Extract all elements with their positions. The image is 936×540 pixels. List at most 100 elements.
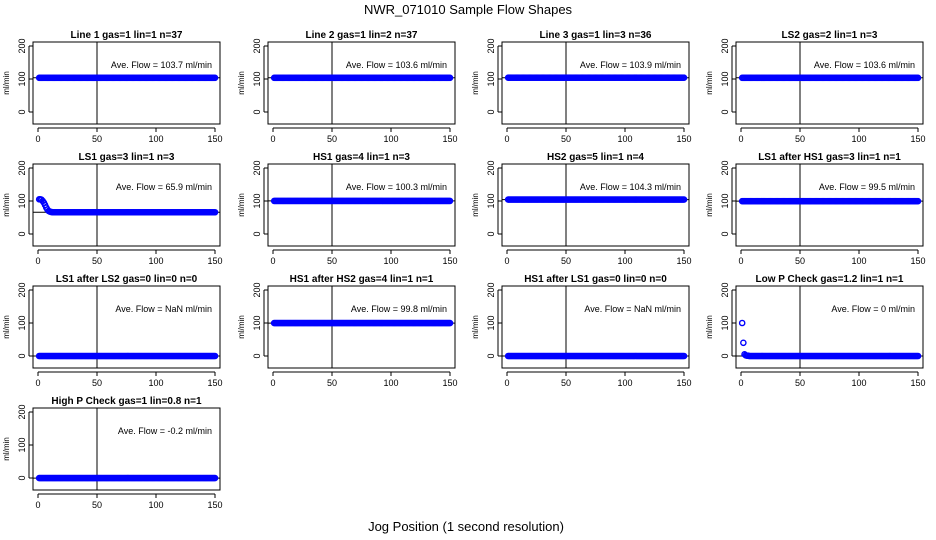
panel-title: High P Check gas=1 lin=0.8 n=1: [51, 396, 202, 407]
x-tick-label: 50: [795, 134, 805, 144]
y-tick-label: 200: [720, 38, 730, 53]
panel-11: HS1 after LS1 gas=0 lin=0 n=0 0 100 200 ml/m…: [471, 274, 692, 388]
average-flow-annotation: Ave. Flow = -0.2 ml/min: [118, 426, 212, 436]
y-axis-label: ml/min: [471, 315, 480, 339]
panel-2: Line 2 gas=1 lin=2 n=37 0 100 200 ml/min 0 50 1…: [237, 30, 458, 144]
average-flow-annotation: Ave. Flow = NaN ml/min: [584, 304, 681, 314]
panel-8: LS1 after HS1 gas=3 lin=1 n=1 0 100 200 ml/m…: [705, 152, 926, 266]
panel-title: LS1 gas=3 lin=1 n=3: [79, 152, 175, 163]
average-flow-annotation: Ave. Flow = 104.3 ml/min: [580, 182, 681, 192]
panel-10: HS1 after HS2 gas=4 lin=1 n=1 0 100 200 ml/m…: [237, 274, 458, 388]
average-flow-annotation: Ave. Flow = 99.8 ml/min: [351, 304, 447, 314]
x-tick-label: 50: [92, 500, 102, 510]
data-point: [680, 196, 688, 203]
x-tick-label: 50: [92, 134, 102, 144]
x-tick-label: 150: [207, 256, 222, 266]
y-tick-label: 0: [252, 353, 262, 358]
y-tick-label: 100: [17, 315, 27, 330]
x-tick-label: 0: [738, 256, 743, 266]
y-tick-label: 200: [486, 38, 496, 53]
y-tick-label: 100: [720, 71, 730, 86]
y-tick-label: 100: [17, 71, 27, 86]
average-flow-annotation: Ave. Flow = 103.6 ml/min: [346, 60, 447, 70]
y-tick-label: 0: [17, 475, 27, 480]
panel-6: HS1 gas=4 lin=1 n=3 0 100 200 ml/min 0 50 100 15…: [237, 152, 458, 266]
data-point: [914, 352, 922, 360]
y-tick-label: 200: [252, 282, 262, 297]
plot-frame: [735, 285, 924, 369]
data-point: [738, 319, 746, 327]
data-point: [211, 208, 219, 216]
x-tick-label: 100: [851, 134, 866, 144]
y-tick-label: 100: [720, 193, 730, 208]
x-tick-label: 50: [561, 134, 571, 144]
data-point: [446, 319, 454, 327]
y-tick-label: 100: [17, 437, 27, 452]
plot-frame: [735, 163, 924, 247]
panel-4: LS2 gas=2 lin=1 n=3 0 100 200 ml/min 0 50 100 15…: [705, 30, 926, 144]
panel-9: LS1 after LS2 gas=0 lin=0 n=0 0 100 200 ml/m…: [2, 274, 223, 388]
y-tick-label: 200: [17, 282, 27, 297]
y-tick-label: 0: [720, 109, 730, 114]
x-tick-label: 0: [35, 378, 40, 388]
panel-title: HS1 after LS1 gas=0 lin=0 n=0: [524, 274, 667, 285]
average-flow-annotation: Ave. Flow = 100.3 ml/min: [346, 182, 447, 192]
x-tick-label: 50: [561, 256, 571, 266]
x-tick-label: 50: [92, 256, 102, 266]
data-point: [211, 352, 219, 360]
x-tick-label: 100: [148, 378, 163, 388]
y-tick-label: 0: [17, 353, 27, 358]
panel-title: LS1 after HS1 gas=3 lin=1 n=1: [758, 152, 901, 163]
y-tick-label: 0: [252, 109, 262, 114]
x-tick-label: 0: [738, 378, 743, 388]
x-tick-label: 150: [207, 500, 222, 510]
plot-frame: [267, 163, 456, 247]
y-axis-label: ml/min: [705, 315, 714, 339]
x-tick-label: 150: [442, 378, 457, 388]
panel-7: HS2 gas=5 lin=1 n=4 0 100 200 ml/min 0 50 100 15…: [471, 152, 692, 266]
x-tick-label: 50: [92, 378, 102, 388]
x-tick-label: 0: [270, 256, 275, 266]
plot-frame: [501, 163, 690, 247]
y-tick-label: 0: [17, 231, 27, 236]
data-points: [504, 196, 688, 203]
plot-frame: [501, 285, 690, 369]
x-tick-label: 0: [504, 134, 509, 144]
y-axis-label: ml/min: [2, 437, 11, 461]
y-axis-label: ml/min: [237, 71, 246, 95]
y-tick-label: 200: [17, 160, 27, 175]
data-points: [35, 352, 219, 360]
x-tick-label: 100: [851, 378, 866, 388]
x-tick-label: 150: [676, 256, 691, 266]
y-tick-label: 100: [17, 193, 27, 208]
data-points: [35, 74, 219, 82]
y-tick-label: 0: [486, 109, 496, 114]
y-tick-label: 100: [252, 193, 262, 208]
data-points: [738, 74, 922, 82]
panel-13: High P Check gas=1 lin=0.8 n=1 0 100 200 ml/…: [2, 396, 223, 510]
x-tick-label: 100: [148, 500, 163, 510]
y-tick-label: 0: [720, 353, 730, 358]
y-tick-label: 0: [17, 109, 27, 114]
panel-title: Line 3 gas=1 lin=3 n=36: [539, 30, 651, 41]
panel-12: Low P Check gas=1.2 lin=1 n=1 0 100 200 ml/m…: [705, 274, 926, 388]
data-point: [680, 74, 688, 82]
x-tick-label: 50: [795, 256, 805, 266]
panel-title: Low P Check gas=1.2 lin=1 n=1: [756, 274, 904, 285]
y-tick-label: 100: [486, 71, 496, 86]
y-tick-label: 200: [720, 282, 730, 297]
panel-title: HS1 gas=4 lin=1 n=3: [313, 152, 410, 163]
plot-frame: [267, 285, 456, 369]
x-tick-label: 50: [561, 378, 571, 388]
x-tick-label: 150: [676, 134, 691, 144]
plot-frame: [32, 163, 221, 247]
y-axis-label: ml/min: [471, 193, 480, 217]
x-tick-label: 0: [35, 256, 40, 266]
y-tick-label: 0: [486, 231, 496, 236]
panel-5: LS1 gas=3 lin=1 n=3 0 100 200 ml/min 0 50 100 15…: [2, 152, 223, 266]
x-tick-label: 150: [910, 256, 925, 266]
panel-3: Line 3 gas=1 lin=3 n=36 0 100 200 ml/min 0 50 1…: [471, 30, 692, 144]
y-tick-label: 100: [252, 315, 262, 330]
data-points: [35, 474, 219, 482]
